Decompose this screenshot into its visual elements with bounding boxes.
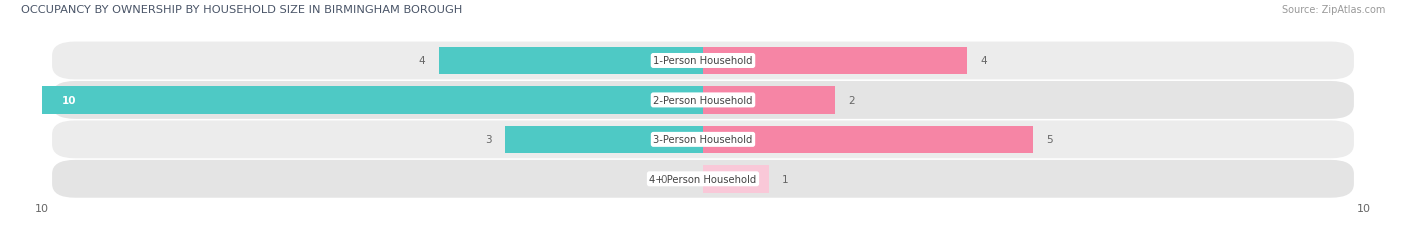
Bar (505, 126, 703, 153)
FancyBboxPatch shape (52, 121, 1354, 159)
Bar (703, 165, 769, 193)
Text: 1-Person Household: 1-Person Household (654, 56, 752, 66)
FancyBboxPatch shape (52, 82, 1354, 119)
Bar (703, 87, 835, 114)
Text: Source: ZipAtlas.com: Source: ZipAtlas.com (1281, 5, 1385, 15)
Text: 3: 3 (485, 135, 492, 145)
Bar (703, 126, 1033, 153)
Text: 2-Person Household: 2-Person Household (654, 95, 752, 106)
Text: 1: 1 (782, 174, 789, 184)
Bar (439, 47, 703, 75)
FancyBboxPatch shape (52, 42, 1354, 80)
Text: 4: 4 (419, 56, 426, 66)
Text: 2: 2 (848, 95, 855, 106)
Text: 4+ Person Household: 4+ Person Household (650, 174, 756, 184)
FancyBboxPatch shape (52, 160, 1354, 198)
Text: OCCUPANCY BY OWNERSHIP BY HOUSEHOLD SIZE IN BIRMINGHAM BOROUGH: OCCUPANCY BY OWNERSHIP BY HOUSEHOLD SIZE… (21, 5, 463, 15)
Text: 5: 5 (1046, 135, 1053, 145)
Text: 3-Person Household: 3-Person Household (654, 135, 752, 145)
Bar (703, 47, 967, 75)
Text: 4: 4 (980, 56, 987, 66)
Bar (42, 87, 703, 114)
Text: 0: 0 (661, 174, 666, 184)
Text: 10: 10 (62, 95, 76, 106)
